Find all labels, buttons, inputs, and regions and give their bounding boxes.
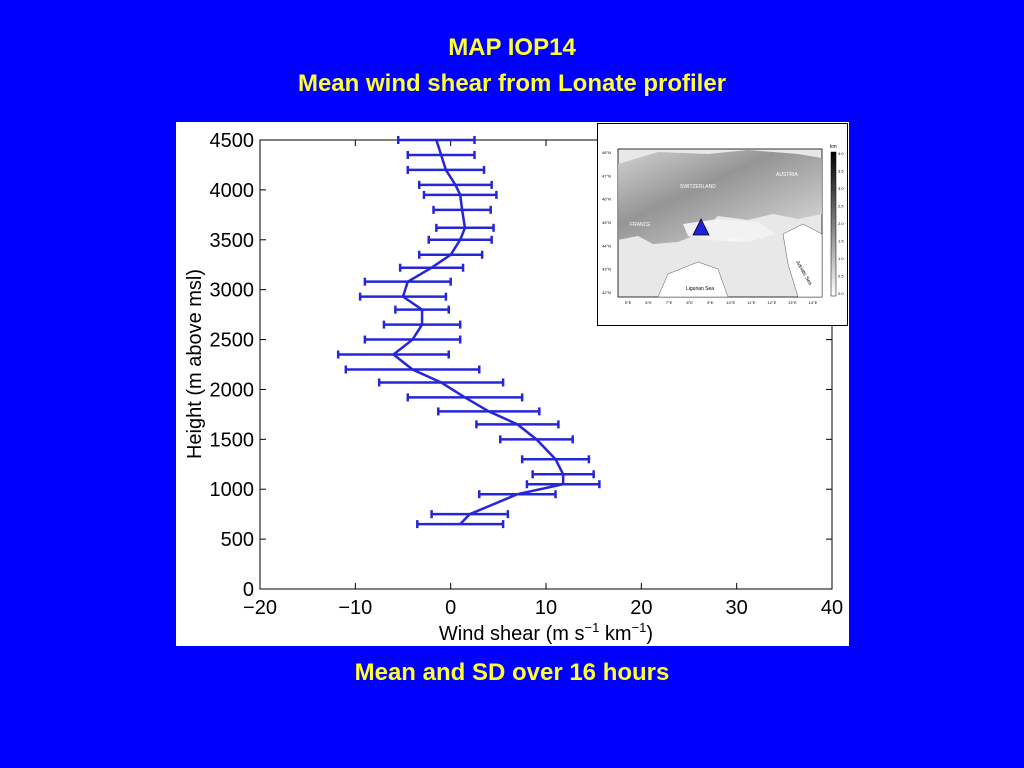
map-lat-label: 45°N bbox=[602, 220, 611, 225]
inset-map: AUSTRIA SWITZERLAND FRANCE ITALY Liguria… bbox=[597, 123, 848, 326]
map-lat-label: 42°N bbox=[602, 290, 611, 295]
y-tick-label: 3000 bbox=[210, 280, 255, 302]
x-tick-label: 0 bbox=[445, 597, 456, 619]
x-axis-label-mid: km bbox=[599, 623, 631, 645]
wind-shear-chart: −20 −10 0 10 20 30 40 0 500 1000 1500 2000 2500 3000 3… bbox=[184, 130, 843, 645]
x-axis-label: Wind shear (m s−1 km−1) bbox=[439, 620, 653, 645]
x-tick-label: −20 bbox=[243, 597, 277, 619]
x-axis-label-end: ) bbox=[646, 623, 653, 645]
x-tick-label: −10 bbox=[338, 597, 372, 619]
y-tick-label: 2000 bbox=[210, 379, 255, 401]
map-lon-label: 10°E bbox=[726, 300, 735, 305]
colorbar-tick-label: 3.5 bbox=[838, 169, 844, 174]
x-axis-label-sup1: −1 bbox=[585, 620, 600, 635]
x-tick-label: 10 bbox=[535, 597, 557, 619]
colorbar-tick-label: 1.0 bbox=[838, 256, 844, 261]
colorbar-tick-label: 2.5 bbox=[838, 204, 844, 209]
colorbar-unit: km bbox=[830, 144, 837, 150]
map-lon-label: 8°E bbox=[686, 300, 693, 305]
colorbar-tick-label: 0.0 bbox=[838, 291, 844, 296]
slide-title: MAP IOP14 bbox=[448, 34, 576, 61]
sea-area bbox=[657, 261, 729, 298]
map-lat-label: 48°N bbox=[602, 150, 611, 155]
colorbar-tick-label: 1.5 bbox=[838, 239, 844, 244]
map-lat-label: 47°N bbox=[602, 173, 611, 178]
y-axis-label: Height (m above msl) bbox=[184, 269, 206, 459]
colorbar-tick-label: 3.0 bbox=[838, 186, 844, 191]
map-lon-label: 5°E bbox=[625, 300, 632, 305]
map-lat-label: 44°N bbox=[602, 243, 611, 248]
y-tick-label: 1000 bbox=[210, 479, 255, 501]
map-colorbar bbox=[830, 151, 837, 297]
label-austria: AUSTRIA bbox=[776, 172, 798, 178]
lonate-marker-triangle bbox=[692, 218, 710, 236]
y-tick-label: 4500 bbox=[210, 130, 255, 152]
label-switzerland: SWITZERLAND bbox=[680, 184, 716, 190]
y-tick-label: 4000 bbox=[210, 180, 255, 202]
map-lon-label: 7°E bbox=[666, 300, 673, 305]
map-lon-label: 9°E bbox=[707, 300, 714, 305]
x-axis-label-sup2: −1 bbox=[632, 620, 647, 635]
label-ligurian-sea: Ligurian Sea bbox=[686, 286, 714, 292]
label-france: FRANCE bbox=[630, 222, 651, 228]
x-tick-label: 40 bbox=[821, 597, 843, 619]
y-tick-label: 1500 bbox=[210, 429, 255, 451]
adriatic-area bbox=[782, 223, 823, 298]
y-tick-label: 2500 bbox=[210, 330, 255, 352]
map-lon-label: 12°E bbox=[768, 300, 777, 305]
y-tick-label: 500 bbox=[221, 529, 254, 551]
slide-caption: Mean and SD over 16 hours bbox=[354, 659, 670, 686]
map-lon-label: 6°E bbox=[645, 300, 652, 305]
x-axis-label-main: Wind shear (m s bbox=[439, 623, 585, 645]
map-lat-label: 46°N bbox=[602, 197, 611, 202]
map-lat-label: 43°N bbox=[602, 267, 611, 272]
mean-profile-line bbox=[391, 139, 565, 526]
alps-relief bbox=[618, 150, 822, 244]
map-lon-label: 14°E bbox=[809, 300, 818, 305]
colorbar-tick-label: 2.0 bbox=[838, 221, 844, 226]
y-tick-label: 3500 bbox=[210, 230, 255, 252]
map-lon-label: 13°E bbox=[788, 300, 797, 305]
colorbar-tick-label: 4.0 bbox=[838, 151, 844, 156]
slide-subtitle: Mean wind shear from Lonate profiler bbox=[297, 70, 727, 97]
inset-map-svg: AUSTRIA SWITZERLAND FRANCE ITALY Liguria… bbox=[602, 144, 844, 305]
x-tick-label: 30 bbox=[726, 597, 748, 619]
po-valley bbox=[683, 219, 776, 242]
y-tick-label: 0 bbox=[243, 579, 254, 601]
label-italy: ITALY bbox=[728, 238, 742, 244]
colorbar-tick-label: 0.5 bbox=[838, 274, 844, 279]
x-tick-label: 20 bbox=[630, 597, 652, 619]
map-lon-label: 11°E bbox=[747, 300, 756, 305]
